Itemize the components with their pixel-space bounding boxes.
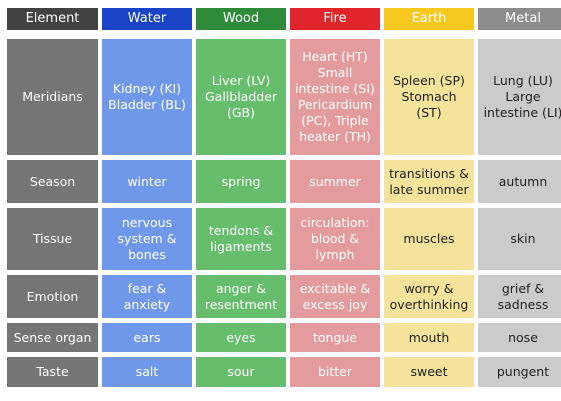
season-fire: summer bbox=[290, 160, 380, 203]
header-element: Element bbox=[7, 8, 98, 30]
tissue-earth: muscles bbox=[384, 208, 474, 270]
taste-earth: sweet bbox=[384, 357, 474, 387]
tissue-wood: tendons & ligaments bbox=[196, 208, 286, 270]
row-label-meridians: Meridians bbox=[7, 39, 98, 155]
row-label-sense-organ: Sense organ bbox=[7, 323, 98, 352]
season-wood: spring bbox=[196, 160, 286, 203]
taste-metal: pungent bbox=[478, 357, 561, 387]
row-label-season: Season bbox=[7, 160, 98, 203]
emotion-water: fear & anxiety bbox=[102, 275, 192, 318]
row-label-taste: Taste bbox=[7, 357, 98, 387]
season-water: winter bbox=[102, 160, 192, 203]
header-water: Water bbox=[102, 8, 192, 30]
header-fire: Fire bbox=[290, 8, 380, 30]
emotion-fire: excitable & excess joy bbox=[290, 275, 380, 318]
season-metal: autumn bbox=[478, 160, 561, 203]
taste-water: salt bbox=[102, 357, 192, 387]
sense-organ-water: ears bbox=[102, 323, 192, 352]
emotion-earth: worry & overthinking bbox=[384, 275, 474, 318]
tissue-water: nervous system & bones bbox=[102, 208, 192, 270]
five-elements-table: Element Water Wood Fire Earth Metal Meri… bbox=[7, 8, 561, 387]
meridians-earth: Spleen (SP) Stomach (ST) bbox=[384, 39, 474, 155]
sense-organ-metal: nose bbox=[478, 323, 561, 352]
taste-wood: sour bbox=[196, 357, 286, 387]
season-earth: transitions & late summer bbox=[384, 160, 474, 203]
tissue-metal: skin bbox=[478, 208, 561, 270]
meridians-fire: Heart (HT) Small intestine (SI) Pericard… bbox=[290, 39, 380, 155]
meridians-wood: Liver (LV) Gallbladder (GB) bbox=[196, 39, 286, 155]
row-label-emotion: Emotion bbox=[7, 275, 98, 318]
taste-fire: bitter bbox=[290, 357, 380, 387]
emotion-wood: anger & resentment bbox=[196, 275, 286, 318]
header-wood: Wood bbox=[196, 8, 286, 30]
header-metal: Metal bbox=[478, 8, 561, 30]
meridians-metal: Lung (LU) Large intestine (LI) bbox=[478, 39, 561, 155]
header-earth: Earth bbox=[384, 8, 474, 30]
tissue-fire: circulation: blood & lymph bbox=[290, 208, 380, 270]
emotion-metal: grief & sadness bbox=[478, 275, 561, 318]
meridians-water: Kidney (KI) Bladder (BL) bbox=[102, 39, 192, 155]
sense-organ-earth: mouth bbox=[384, 323, 474, 352]
sense-organ-wood: eyes bbox=[196, 323, 286, 352]
sense-organ-fire: tongue bbox=[290, 323, 380, 352]
row-label-tissue: Tissue bbox=[7, 208, 98, 270]
